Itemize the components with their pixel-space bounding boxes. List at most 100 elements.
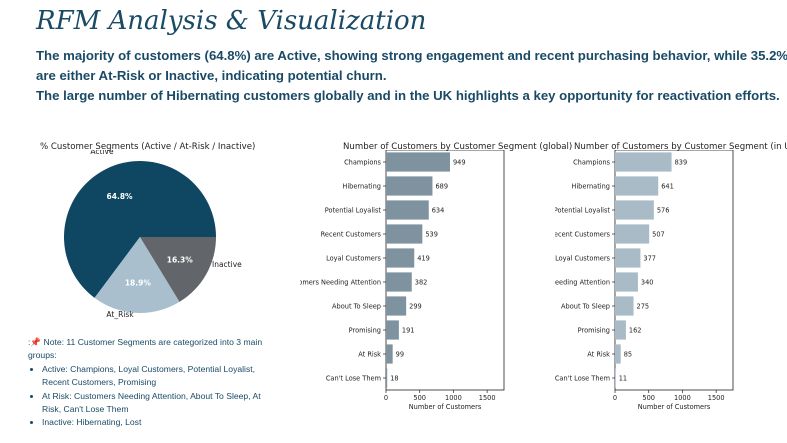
global-value-label: 18 xyxy=(390,375,398,383)
uk-value-label: 11 xyxy=(619,375,627,383)
summary-text: The majority of customers (64.8%) are Ac… xyxy=(36,46,787,106)
global-bar xyxy=(386,296,407,316)
uk-x-axis-label: Number of Customers xyxy=(638,403,711,411)
global-category-label: Recent Customers xyxy=(321,231,382,239)
uk-category-label: Can't Lose Them xyxy=(555,375,610,383)
global-value-label: 191 xyxy=(402,327,415,335)
pie-chart-title: % Customer Segments (Active / At-Risk / … xyxy=(40,142,256,152)
uk-x-tick-label: 500 xyxy=(642,394,655,402)
global-value-label: 382 xyxy=(415,279,428,287)
uk-bar-chart-title: Number of Customers by Customer Segment … xyxy=(574,142,787,152)
pie-category-label: At_Risk xyxy=(106,310,134,319)
uk-bar xyxy=(615,248,641,268)
global-value-label: 634 xyxy=(432,207,445,215)
global-value-label: 299 xyxy=(409,303,422,311)
uk-x-tick-label: 0 xyxy=(613,394,617,402)
uk-bar-chart: Champions 839 Hibernating 641 Potential Loya… xyxy=(555,150,734,411)
pie-category-label: Active xyxy=(90,150,114,156)
uk-category-label: Customers Needing Attention xyxy=(555,279,610,287)
group-item-active: Active: Champions, Loyal Customers, Pote… xyxy=(42,363,278,390)
pie-slice-inactive xyxy=(140,237,216,302)
pie-value-label: 64.8% xyxy=(107,192,134,201)
global-category-label: Can't Lose Them xyxy=(326,375,381,383)
uk-category-label: Promising xyxy=(578,327,610,335)
global-bar xyxy=(386,200,429,220)
group-item-at-risk: At Risk: Customers Needing Attention, Ab… xyxy=(42,390,278,417)
segment-note: :📌 Note: 11 Customer Segments are catego… xyxy=(28,336,278,430)
global-bar xyxy=(386,368,388,388)
uk-plot-frame xyxy=(614,150,734,391)
global-category-label: Loyal Customers xyxy=(326,255,381,263)
global-bar xyxy=(386,344,393,364)
global-x-tick-label: 1500 xyxy=(479,394,496,402)
uk-value-label: 85 xyxy=(624,351,632,359)
global-category-label: Promising xyxy=(349,327,381,335)
uk-bar xyxy=(615,200,654,220)
global-plot-frame xyxy=(385,150,505,391)
uk-bar xyxy=(615,320,626,340)
uk-category-label: Potential Loyalist xyxy=(555,207,610,215)
uk-bar xyxy=(615,176,659,196)
pie-chart: 64.8% Active 18.9% At_Risk 16.3% Inactive xyxy=(63,150,242,319)
global-value-label: 419 xyxy=(417,255,430,263)
global-bar-chart: Champions 949 Hibernating 689 Potential Loya… xyxy=(300,150,505,411)
uk-category-label: Loyal Customers xyxy=(555,255,610,263)
pie-category-label: Inactive xyxy=(212,260,242,269)
summary-line: The large number of Hibernating customer… xyxy=(36,88,780,103)
pie-value-label: 16.3% xyxy=(167,255,194,264)
uk-category-label: At Risk xyxy=(587,351,610,359)
uk-value-label: 340 xyxy=(641,279,654,287)
global-bar xyxy=(386,152,450,172)
uk-x-tick-label: 1500 xyxy=(708,394,725,402)
note-prefix: : xyxy=(28,337,31,347)
uk-value-label: 576 xyxy=(657,207,670,215)
pie-slice-at-risk xyxy=(94,237,180,313)
global-bar xyxy=(386,320,399,340)
uk-bar xyxy=(615,272,638,292)
uk-bar xyxy=(615,152,672,172)
global-value-label: 539 xyxy=(425,231,438,239)
uk-value-label: 275 xyxy=(637,303,650,311)
group-list: Active: Champions, Loyal Customers, Pote… xyxy=(28,363,278,430)
uk-bar xyxy=(615,368,616,388)
global-bar xyxy=(386,224,423,244)
global-x-tick-label: 500 xyxy=(413,394,426,402)
uk-value-label: 162 xyxy=(629,327,642,335)
global-value-label: 99 xyxy=(396,351,404,359)
uk-bar xyxy=(615,224,650,244)
uk-value-label: 507 xyxy=(652,231,665,239)
uk-category-label: About To Sleep xyxy=(561,303,610,311)
summary-line: The majority of customers (64.8%) are Ac… xyxy=(36,48,787,63)
note-intro: :📌 Note: 11 Customer Segments are catego… xyxy=(28,336,278,363)
global-category-label: At Risk xyxy=(358,351,381,359)
pin-icon: 📌 xyxy=(30,337,42,347)
note-intro-text: Note: 11 Customer Segments are categoriz… xyxy=(28,337,263,361)
global-category-label: About To Sleep xyxy=(332,303,381,311)
uk-bar xyxy=(615,296,634,316)
pie-value-label: 18.9% xyxy=(125,279,152,288)
global-bar xyxy=(386,248,415,268)
global-bar-chart-title: Number of Customers by Customer Segment … xyxy=(343,142,573,152)
uk-value-label: 641 xyxy=(661,183,674,191)
global-category-label: Customers Needing Attention xyxy=(300,279,381,287)
uk-category-label: Hibernating xyxy=(571,183,610,191)
global-category-label: Champions xyxy=(344,159,381,167)
page-title: RFM Analysis & Visualization xyxy=(36,6,427,36)
global-x-axis-label: Number of Customers xyxy=(409,403,482,411)
uk-category-label: Recent Customers xyxy=(555,231,611,239)
global-x-tick-label: 1000 xyxy=(445,394,462,402)
global-x-tick-label: 0 xyxy=(384,394,388,402)
group-item-inactive: Inactive: Hibernating, Lost xyxy=(42,416,278,429)
uk-category-label: Champions xyxy=(573,159,610,167)
uk-bar xyxy=(615,344,621,364)
global-value-label: 949 xyxy=(453,159,466,167)
global-value-label: 689 xyxy=(435,183,448,191)
pie-slice-active xyxy=(63,161,216,298)
uk-value-label: 377 xyxy=(643,255,656,263)
global-bar xyxy=(386,176,433,196)
global-category-label: Potential Loyalist xyxy=(325,207,382,215)
uk-x-tick-label: 1000 xyxy=(674,394,691,402)
uk-value-label: 839 xyxy=(675,159,688,167)
summary-line: are either At-Risk or Inactive, indicati… xyxy=(36,68,387,83)
global-category-label: Hibernating xyxy=(342,183,381,191)
